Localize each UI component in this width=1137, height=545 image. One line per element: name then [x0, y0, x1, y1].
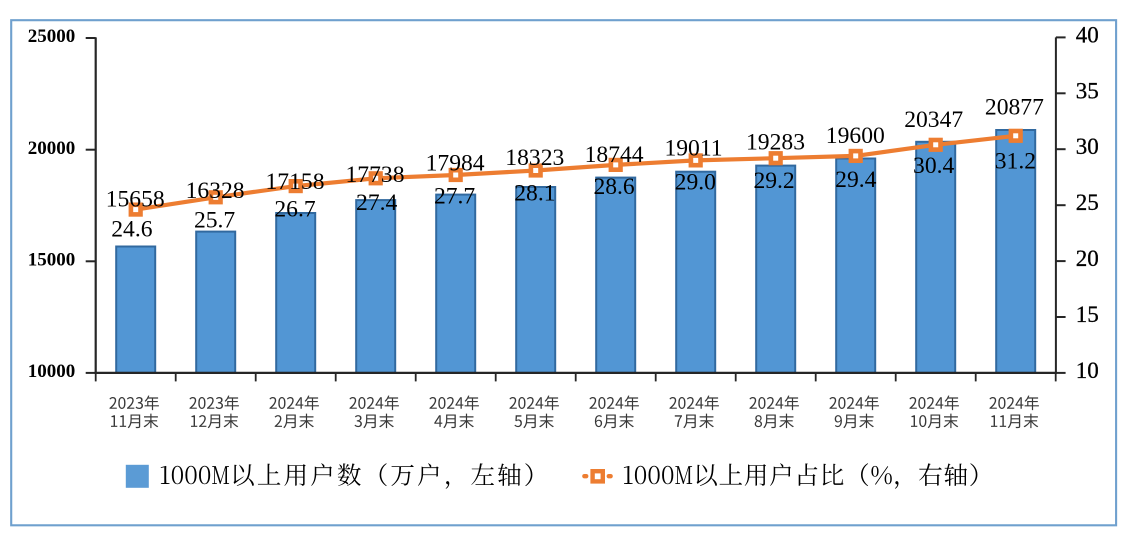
- svg-text:29.0: 29.0: [675, 170, 716, 196]
- svg-text:29.4: 29.4: [835, 167, 876, 193]
- svg-text:19283: 19283: [746, 129, 805, 155]
- svg-text:15000: 15000: [28, 250, 76, 271]
- svg-text:20: 20: [1076, 246, 1099, 271]
- svg-text:20347: 20347: [904, 107, 963, 133]
- svg-text:18744: 18744: [585, 142, 644, 168]
- svg-text:24.6: 24.6: [111, 217, 152, 243]
- svg-text:10000: 10000: [28, 361, 76, 382]
- svg-text:30: 30: [1076, 134, 1099, 159]
- svg-text:20877: 20877: [985, 94, 1044, 120]
- svg-text:28.6: 28.6: [593, 174, 634, 200]
- svg-text:25.7: 25.7: [194, 207, 235, 233]
- svg-text:40: 40: [1076, 22, 1099, 47]
- svg-text:28.1: 28.1: [514, 181, 555, 207]
- svg-text:16328: 16328: [186, 178, 245, 204]
- svg-text:31.2: 31.2: [995, 149, 1036, 175]
- svg-text:27.4: 27.4: [356, 190, 397, 216]
- svg-text:30.4: 30.4: [913, 153, 954, 179]
- svg-text:35: 35: [1076, 78, 1099, 103]
- svg-text:26.7: 26.7: [274, 197, 315, 223]
- svg-text:17738: 17738: [346, 162, 405, 188]
- svg-text:15: 15: [1076, 302, 1099, 327]
- svg-text:29.2: 29.2: [753, 168, 794, 194]
- svg-text:19011: 19011: [664, 136, 722, 162]
- svg-text:27.7: 27.7: [434, 183, 475, 209]
- svg-text:19600: 19600: [826, 123, 885, 149]
- svg-text:10: 10: [1076, 358, 1099, 383]
- svg-text:17984: 17984: [426, 150, 485, 176]
- svg-text:18323: 18323: [505, 145, 564, 171]
- svg-text:20000: 20000: [28, 138, 76, 159]
- svg-text:17158: 17158: [266, 169, 325, 195]
- svg-text:25000: 25000: [28, 26, 76, 47]
- svg-text:15658: 15658: [106, 187, 165, 213]
- svg-text:25: 25: [1076, 190, 1099, 215]
